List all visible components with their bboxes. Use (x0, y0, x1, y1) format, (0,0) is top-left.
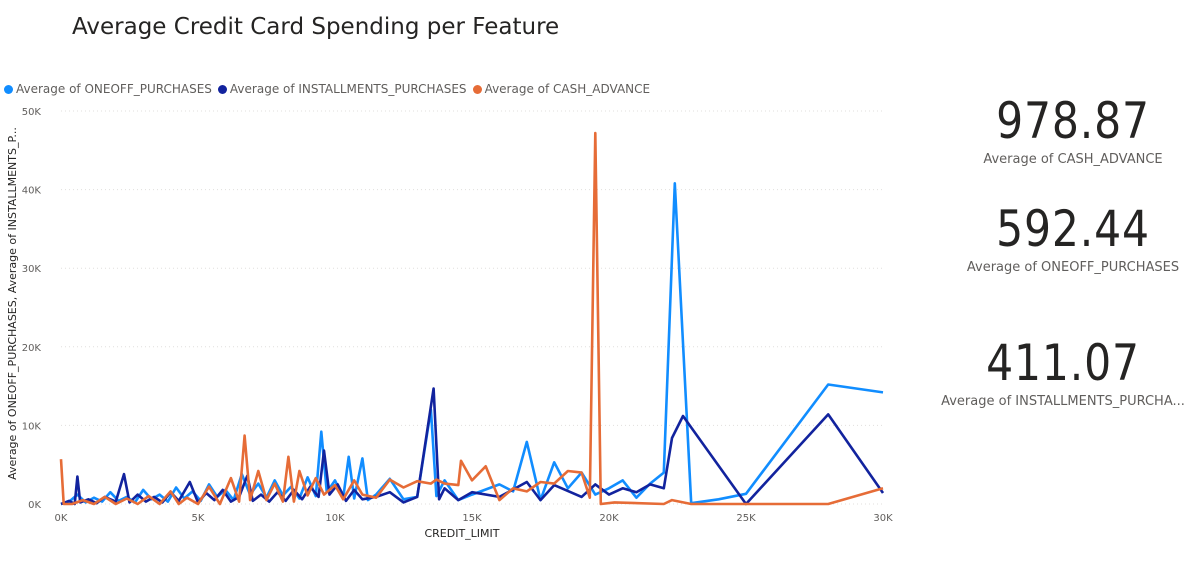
kpi-value: 411.07 (986, 334, 1140, 392)
y-tick-label: 40K (22, 186, 42, 197)
x-tick-label: 10K (325, 513, 345, 524)
chart-title: Average Credit Card Spending per Feature (72, 14, 560, 40)
kpi-label: Average of INSTALLMENTS_PURCHA... (941, 394, 1185, 409)
x-tick-label: 20K (599, 513, 619, 524)
chart-legend: Average of ONEOFF_PURCHASES Average of I… (4, 82, 656, 96)
legend-marker-cash-advance (472, 84, 482, 94)
y-tick-label: 50K (22, 107, 42, 118)
legend-marker-oneoff (4, 84, 13, 94)
kpi-card-oneoff-purchases[interactable]: 592.44 Average of ONEOFF_PURCHASES (938, 204, 1200, 275)
y-tick-label: 0K (28, 500, 41, 511)
legend-item-oneoff[interactable]: Average of ONEOFF_PURCHASES (4, 82, 212, 96)
line-chart[interactable]: 0K 10K 20K 30K 40K 50K 0K 5K 10K 15K 20K 25K 30K CRED… (0, 0, 900, 578)
kpi-label: Average of CASH_ADVANCE (983, 152, 1163, 167)
x-axis-title: CREDIT_LIMIT (424, 527, 499, 540)
y-tick-label: 30K (22, 264, 42, 275)
kpi-card-installments-purchases[interactable]: 411.07 Average of INSTALLMENTS_PURCHA... (928, 338, 1198, 409)
legend-item-cash-advance[interactable]: Average of CASH_ADVANCE (472, 82, 651, 96)
y-tick-label: 10K (22, 421, 42, 432)
y-tick-label: 20K (22, 343, 42, 354)
series-line-0 (60, 182, 884, 506)
x-tick-label: 5K (192, 513, 205, 524)
kpi-card-cash-advance[interactable]: 978.87 Average of CASH_ADVANCE (938, 96, 1200, 167)
x-tick-label: 15K (462, 513, 482, 524)
kpi-value: 592.44 (996, 200, 1150, 258)
kpi-value: 978.87 (996, 92, 1150, 150)
legend-marker-installments (217, 84, 227, 94)
x-tick-label: 0K (55, 513, 68, 524)
series-line-2 (59, 131, 884, 506)
legend-label-cash-advance: Average of CASH_ADVANCE (484, 82, 651, 96)
legend-label-oneoff: Average of ONEOFF_PURCHASES (16, 82, 212, 96)
y-axis-title: Average of ONEOFF_PURCHASES, Average of … (6, 127, 19, 480)
legend-label-installments: Average of INSTALLMENTS_PURCHASES (229, 82, 467, 96)
legend-item-installments[interactable]: Average of INSTALLMENTS_PURCHASES (217, 82, 467, 96)
x-tick-label: 25K (736, 513, 756, 524)
series-line-1 (60, 387, 885, 506)
kpi-label: Average of ONEOFF_PURCHASES (966, 260, 1180, 275)
x-tick-label: 30K (873, 513, 893, 524)
